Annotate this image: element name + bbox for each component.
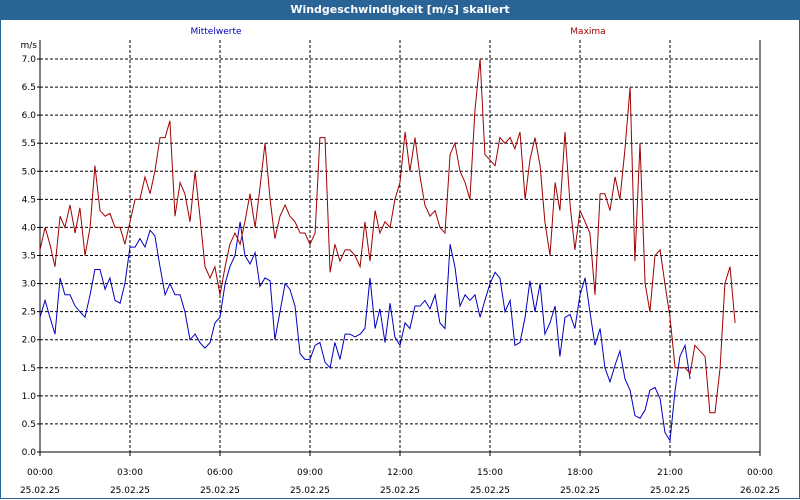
y-tick-label: 4.0 — [22, 223, 37, 233]
y-tick-label: 4.5 — [22, 195, 36, 205]
y-tick-label: 2.0 — [22, 336, 37, 346]
y-tick-label: 0.5 — [22, 420, 36, 430]
legend-mittelwerte: Mittelwerte — [190, 27, 241, 37]
series-line-maxima — [39, 58, 736, 414]
grid-lines — [40, 40, 760, 452]
y-tick-label: 3.0 — [22, 280, 37, 290]
y-tick-label: 6.5 — [22, 83, 36, 93]
y-tick-label: 3.5 — [22, 252, 36, 262]
x-tick-date: 25.02.25 — [20, 486, 60, 496]
x-tick-date: 25.02.25 — [200, 486, 240, 496]
y-tick-label: 5.5 — [22, 139, 36, 149]
y-tick-label: 1.5 — [22, 364, 36, 374]
x-tick-date: 25.02.25 — [470, 486, 510, 496]
series-line-mittelwerte — [39, 221, 691, 443]
x-tick-time: 00:00 — [27, 468, 53, 478]
x-tick-date: 25.02.25 — [560, 486, 600, 496]
x-tick-time: 09:00 — [297, 468, 323, 478]
y-tick-label: 2.5 — [22, 308, 36, 318]
x-tick-time: 18:00 — [567, 468, 593, 478]
tick-labels: 0.0 0.5 1.0 1.5 2.0 2.5 3.0 3.5 4.0 4.5 5.0 5.5 6.0 6… — [20, 27, 780, 496]
x-tick-date: 25.02.25 — [110, 486, 150, 496]
legend-maxima: Maxima — [570, 27, 605, 37]
y-tick-label: 7.0 — [22, 55, 37, 65]
x-tick-time: 00:00 — [747, 468, 773, 478]
y-axis-label: m/s — [21, 41, 38, 51]
x-tick-date: 25.02.25 — [650, 486, 690, 496]
window-title: Windgeschwindigkeit [m/s] skaliert — [0, 0, 800, 20]
x-tick-time: 21:00 — [657, 468, 683, 478]
x-tick-date: 25.02.25 — [290, 486, 330, 496]
series-group — [39, 58, 736, 443]
y-tick-label: 0.0 — [22, 448, 37, 458]
y-tick-label: 5.0 — [22, 167, 37, 177]
x-tick-time: 03:00 — [117, 468, 143, 478]
y-tick-label: 1.0 — [22, 392, 37, 402]
x-tick-time: 15:00 — [477, 468, 503, 478]
x-tick-time: 12:00 — [387, 468, 413, 478]
x-tick-time: 06:00 — [207, 468, 233, 478]
x-tick-date: 26.02.25 — [740, 486, 780, 496]
y-tick-label: 6.0 — [22, 111, 37, 121]
x-tick-date: 25.02.25 — [380, 486, 420, 496]
axes — [37, 40, 761, 456]
